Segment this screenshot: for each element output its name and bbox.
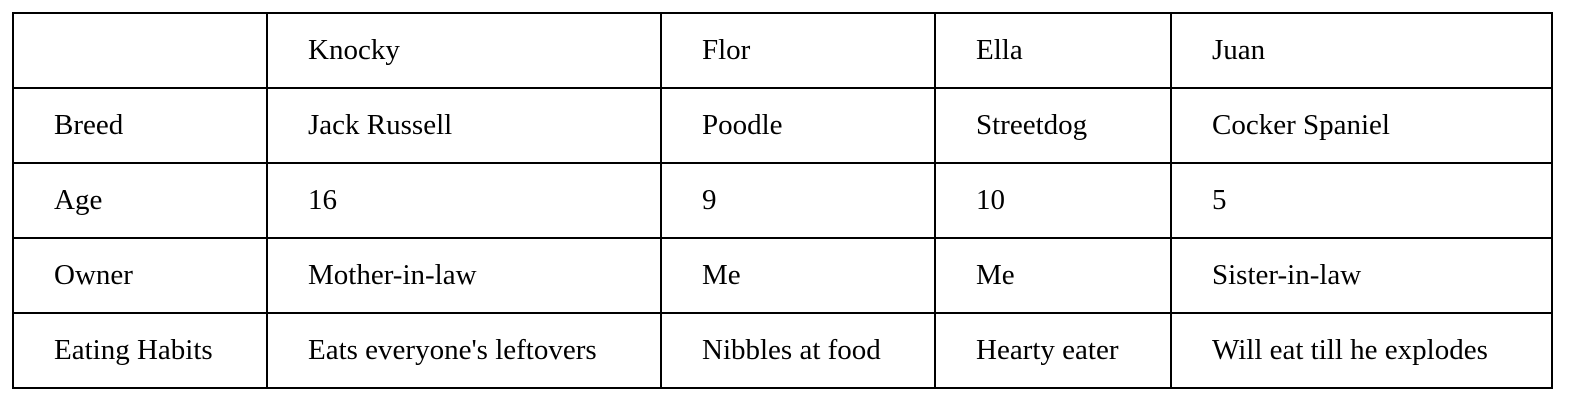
table-row-breed: Breed Jack Russell Poodle Streetdog Cock… <box>12 87 1553 164</box>
header-cell-flor: Flor <box>660 12 936 89</box>
table-row-eating-habits: Eating Habits Eats everyone's leftovers … <box>12 312 1553 389</box>
table-cell: Me <box>660 237 936 314</box>
row-label-age: Age <box>12 162 268 239</box>
table-cell: 16 <box>266 162 662 239</box>
header-cell-knocky: Knocky <box>266 12 662 89</box>
table-cell: 5 <box>1170 162 1553 239</box>
table-cell: 9 <box>660 162 936 239</box>
header-cell-juan: Juan <box>1170 12 1553 89</box>
dogs-table: Knocky Flor Ella Juan Breed Jack Russell… <box>12 12 1553 389</box>
header-cell-empty <box>12 12 268 89</box>
table-cell: Will eat till he explodes <box>1170 312 1553 389</box>
table-cell: Nibbles at food <box>660 312 936 389</box>
table-cell: Mother-in-law <box>266 237 662 314</box>
row-label-owner: Owner <box>12 237 268 314</box>
row-label-breed: Breed <box>12 87 268 164</box>
table-cell: Me <box>934 237 1172 314</box>
table-cell: Jack Russell <box>266 87 662 164</box>
table-cell: 10 <box>934 162 1172 239</box>
table-row-age: Age 16 9 10 5 <box>12 162 1553 239</box>
header-row: Knocky Flor Ella Juan <box>12 12 1553 89</box>
table-cell: Eats everyone's leftovers <box>266 312 662 389</box>
table-cell: Sister-in-law <box>1170 237 1553 314</box>
row-label-eating-habits: Eating Habits <box>12 312 268 389</box>
table-cell: Hearty eater <box>934 312 1172 389</box>
table-cell: Poodle <box>660 87 936 164</box>
table-row-owner: Owner Mother-in-law Me Me Sister-in-law <box>12 237 1553 314</box>
table-cell: Cocker Spaniel <box>1170 87 1553 164</box>
header-cell-ella: Ella <box>934 12 1172 89</box>
table-cell: Streetdog <box>934 87 1172 164</box>
